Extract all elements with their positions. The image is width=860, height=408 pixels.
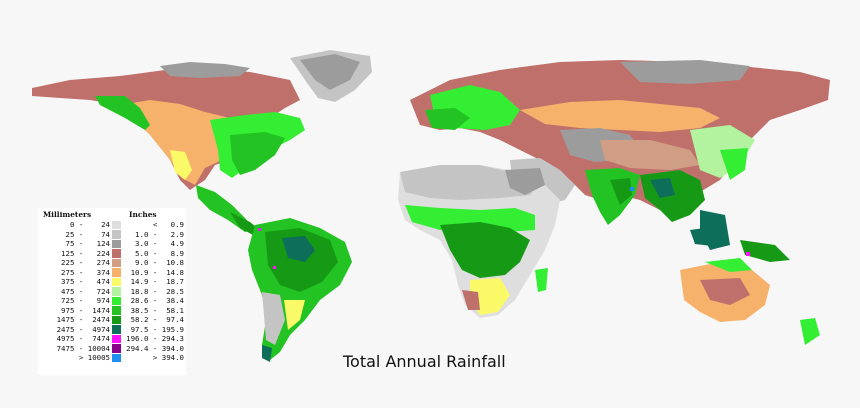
south-america — [248, 218, 352, 362]
legend-swatch — [112, 353, 121, 362]
legend-mm-range: 225 - 274 — [61, 258, 110, 267]
legend-mm-range: 1475 - 2474 — [56, 315, 110, 324]
australia — [680, 226, 820, 345]
legend-in-range: 58.2 - 97.4 — [130, 315, 184, 324]
legend-in-range: 38.5 - 58.1 — [130, 305, 184, 315]
legend-mm-range: > 10005 — [78, 353, 110, 362]
legend-swatch — [112, 268, 121, 277]
legend-swatch — [112, 296, 121, 305]
legend-mm-range: 475 - 724 — [61, 286, 110, 296]
north-america — [32, 62, 305, 236]
legend-in-range: 28.6 - 38.4 — [130, 296, 184, 305]
legend-swatch — [112, 249, 121, 258]
legend-swatch — [112, 230, 121, 239]
legend-header: Millimeters Inches — [38, 210, 186, 220]
legend-in-range: 9.0 - 10.8 — [135, 258, 184, 267]
legend-mm-range: 2475 - 4974 — [56, 324, 110, 334]
legend-swatch — [112, 258, 121, 267]
legend-mm-range: 725 - 974 — [61, 296, 110, 305]
legend-row: 225 - 274 9.0 - 10.8 — [38, 258, 186, 268]
legend-swatch — [112, 306, 121, 315]
legend-swatch — [112, 334, 121, 343]
legend-row: > 10005 > 394.0 — [38, 353, 186, 363]
legend-row: 275 - 374 10.9 - 14.8 — [38, 268, 186, 278]
legend-mm-range: 25 - 74 — [65, 229, 111, 239]
legend-mm-range: 4975 - 7474 — [56, 334, 110, 343]
legend-mm-range: 7475 - 10004 — [56, 343, 110, 353]
legend-row: 725 - 974 28.6 - 38.4 — [38, 296, 186, 306]
legend-row: 975 - 1474 38.5 - 58.1 — [38, 306, 186, 316]
legend-mm-range: 975 - 1474 — [61, 305, 110, 315]
greenland — [290, 50, 372, 102]
legend-in-range: 10.9 - 14.8 — [130, 267, 184, 277]
legend-mm-range: 275 - 374 — [61, 267, 110, 277]
legend-row: 375 - 474 14.9 - 18.7 — [38, 277, 186, 287]
legend-in-range: < 0.9 — [152, 220, 184, 229]
map-title: Total Annual Rainfall — [343, 352, 506, 371]
legend-swatch — [112, 220, 121, 229]
legend-in-range: 3.0 - 4.9 — [135, 239, 184, 248]
legend-row: 7475 - 10004 294.4 - 394.0 — [38, 344, 186, 354]
legend-in-range: 5.0 - 8.9 — [135, 248, 184, 258]
legend-in-range: > 394.0 — [152, 353, 184, 362]
legend-in-range: 1.0 - 2.9 — [135, 229, 184, 239]
legend-swatch — [112, 315, 121, 324]
legend-row: 75 - 124 3.0 - 4.9 — [38, 239, 186, 249]
africa — [398, 165, 560, 318]
legend-mm-range: 0 - 24 — [69, 220, 110, 229]
legend-swatch — [112, 325, 121, 334]
legend-row: 25 - 74 1.0 - 2.9 — [38, 230, 186, 240]
legend-row: 4975 - 7474 196.0 - 294.3 — [38, 334, 186, 344]
legend-swatch — [112, 344, 121, 353]
legend-in-range: 14.9 - 18.7 — [130, 277, 184, 286]
legend-swatch — [112, 287, 121, 296]
legend-mm-range: 375 - 474 — [61, 277, 110, 286]
legend-mm-range: 75 - 124 — [65, 239, 111, 248]
legend-in-range: 18.8 - 28.5 — [130, 286, 184, 296]
legend-row: 125 - 224 5.0 - 8.9 — [38, 249, 186, 259]
legend-row: 2475 - 4974 97.5 - 195.9 — [38, 325, 186, 335]
legend-rows: 0 - 24 < 0.9 25 - 74 1.0 - 2.9 75 - 124 3.0 -… — [38, 220, 186, 363]
legend-in-header: Inches — [129, 210, 157, 219]
rainfall-legend: Millimeters Inches 0 - 24 < 0.9 25 - 74 1.0… — [38, 208, 186, 375]
legend-mm-range: 125 - 224 — [61, 248, 110, 258]
legend-in-range: 294.4 - 394.0 — [126, 343, 184, 353]
legend-row: 475 - 724 18.8 - 28.5 — [38, 287, 186, 297]
legend-swatch — [112, 239, 121, 248]
legend-row: 1475 - 2474 58.2 - 97.4 — [38, 315, 186, 325]
legend-mm-header: Millimeters — [43, 210, 92, 219]
legend-in-range: 196.0 - 294.3 — [126, 334, 184, 343]
legend-swatch — [112, 277, 121, 286]
legend-row: 0 - 24 < 0.9 — [38, 220, 186, 230]
legend-in-range: 97.5 - 195.9 — [130, 324, 184, 334]
